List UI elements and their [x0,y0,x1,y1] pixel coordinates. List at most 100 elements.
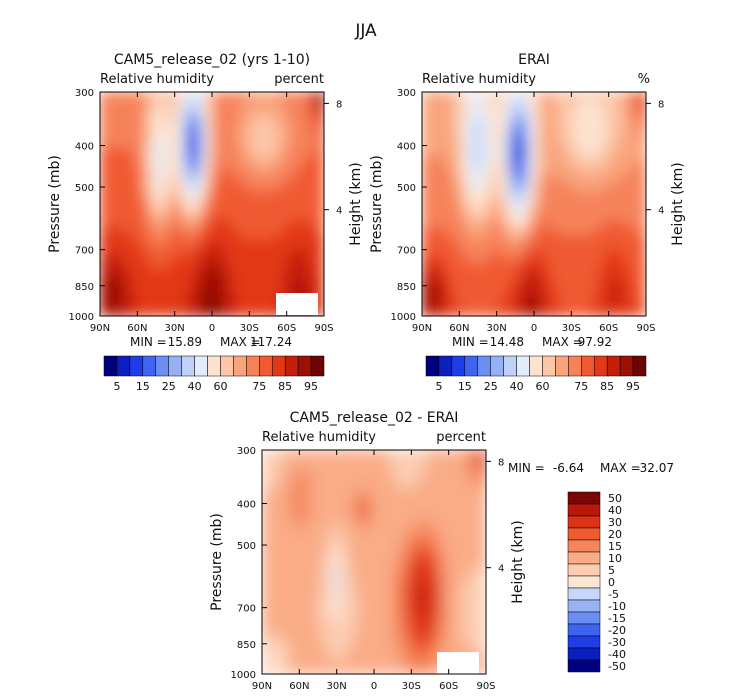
field-cell [175,219,181,225]
field-cell [199,207,205,213]
field-cell [127,231,133,237]
field-cell [100,311,105,316]
field-cell [183,239,189,245]
field-cell [275,183,281,189]
field-cell [155,303,161,309]
field-cell [453,151,459,157]
field-cell [493,139,499,145]
field-cell [175,203,181,209]
field-cell [203,211,209,217]
field-cell [319,151,324,157]
field-cell [267,131,273,137]
colorbar-label: 40 [188,380,202,393]
field-cell [541,175,547,181]
field-cell [425,155,431,161]
field-cell [227,111,233,117]
field-cell [287,235,293,241]
field-cell [425,183,431,189]
field-cell [127,163,133,169]
field-cell [183,211,189,217]
field-cell [303,92,309,97]
field-cell [541,199,547,205]
field-cell [155,255,161,261]
field-cell [239,235,245,241]
field-cell [593,211,599,217]
field-cell [453,135,459,141]
field-cell [529,111,535,117]
field-cell [247,295,253,301]
field-cell [243,199,249,205]
field-cell [187,147,193,153]
field-cell [481,199,487,205]
field-cell [155,187,161,193]
field-cell [211,267,217,273]
field-cell [291,215,297,221]
colorbar-swatch [310,355,325,377]
field-cell [179,147,185,153]
field-cell [211,307,217,313]
field-cell [311,179,317,185]
field-cell [191,311,197,316]
field-cell [307,155,313,161]
field-cell [191,195,197,201]
field-cell [147,135,153,141]
field-cell [171,147,177,153]
field-cell [453,111,459,117]
field-cell [299,115,305,121]
field-cell [131,123,137,129]
field-cell [319,99,324,105]
field-cell [505,167,511,173]
field-cell [159,267,165,273]
field-cell [271,115,277,121]
field-cell [291,219,297,225]
field-cell [255,199,261,205]
field-cell [251,183,257,189]
field-cell [585,211,591,217]
field-cell [517,139,523,145]
field-cell [465,215,471,221]
field-cell [171,119,177,125]
colorbar-swatch [207,355,221,377]
field-cell [267,287,273,293]
field-cell [605,195,611,201]
field-cell [243,131,249,137]
field-cell [111,227,117,233]
field-cell [207,195,213,201]
field-cell [235,203,241,209]
field-cell [497,183,503,189]
field-cell [319,231,324,237]
y-tick-label: 1000 [69,312,94,323]
field-cell [187,231,193,237]
field-cell [553,127,559,133]
field-cell [239,199,245,205]
field-cell [100,171,105,177]
field-cell [103,303,109,309]
field-cell [103,167,109,173]
field-cell [219,143,225,149]
field-cell [629,143,635,149]
field-cell [187,243,193,249]
field-cell [533,163,539,169]
field-cell [143,171,149,177]
field-cell [565,99,571,105]
field-cell [489,191,495,197]
field-cell [307,211,313,217]
field-cell [143,311,149,316]
field-cell [235,159,241,165]
field-cell [183,179,189,185]
field-cell [311,239,317,245]
field-cell [569,111,575,117]
field-cell [279,139,285,145]
field-cell [235,239,241,245]
field-cell [107,271,113,277]
field-cell [139,95,145,101]
field-cell [437,92,443,97]
field-cell [601,139,607,145]
field-cell [545,155,551,161]
field-cell [151,167,157,173]
field-cell [275,287,281,293]
field-cell [259,279,265,285]
field-cell [103,203,109,209]
field-cell [461,115,467,121]
field-cell [557,111,563,117]
